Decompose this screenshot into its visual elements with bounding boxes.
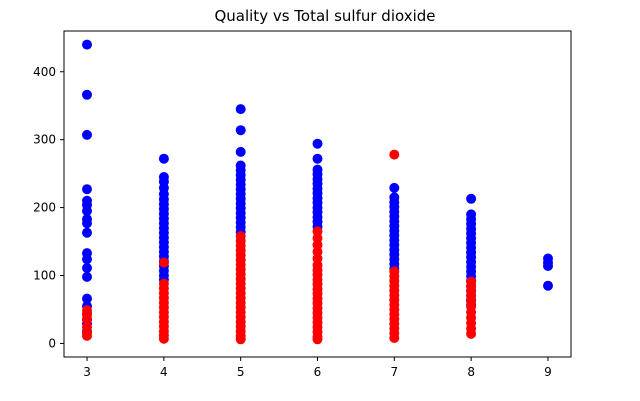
data-point-s1-6 [158,257,169,268]
x-tick-label: 3 [83,365,91,379]
data-point-s0-76 [389,182,400,193]
data-point-s0-45 [235,146,246,157]
data-point-s1-5 [82,330,92,341]
data-point-s0-43 [235,104,246,115]
x-tick-label: 8 [467,365,475,379]
points-layer [82,39,553,345]
data-point-s0-3 [82,184,92,195]
data-point-s0-117 [543,280,553,291]
chart-title: Quality vs Total sulfur dioxide [214,7,435,25]
y-tick-label: 300 [33,133,56,147]
x-tick-label: 4 [160,365,168,379]
data-point-s0-0 [82,39,92,50]
x-tick-label: 9 [544,365,552,379]
data-point-s1-80 [389,333,400,343]
data-point-s1-2 [82,314,92,325]
x-axis: 3 4 5 6 7 8 9 [83,357,552,379]
data-point-s0-20 [158,153,169,164]
data-point-s0-61 [312,138,323,149]
x-tick-label: 5 [237,365,245,379]
data-point-s0-9 [82,227,92,238]
data-point-s0-44 [235,125,246,136]
data-point-s0-2 [82,129,92,140]
data-point-s1-65 [389,149,400,160]
data-point-s1-91 [466,328,477,339]
y-tick-label: 100 [33,269,56,283]
y-tick-label: 0 [48,336,56,350]
x-tick-label: 6 [314,365,322,379]
data-point-s1-42 [235,334,246,345]
y-tick-label: 200 [33,201,56,215]
y-axis: 0 100 200 300 400 [33,65,64,350]
data-point-s0-93 [466,193,477,204]
data-point-s0-1 [82,89,92,100]
data-point-s0-13 [82,271,92,282]
data-point-s1-64 [312,334,323,345]
data-point-s0-12 [82,263,92,273]
data-point-s0-8 [82,218,92,229]
data-point-s0-6 [82,206,92,216]
data-point-s0-116 [543,261,553,271]
data-point-s1-19 [158,333,169,344]
data-point-s0-14 [82,293,92,304]
y-tick-label: 400 [33,65,56,79]
data-point-s0-62 [312,153,323,164]
x-tick-label: 7 [390,365,398,379]
data-point-s0-11 [82,254,92,265]
